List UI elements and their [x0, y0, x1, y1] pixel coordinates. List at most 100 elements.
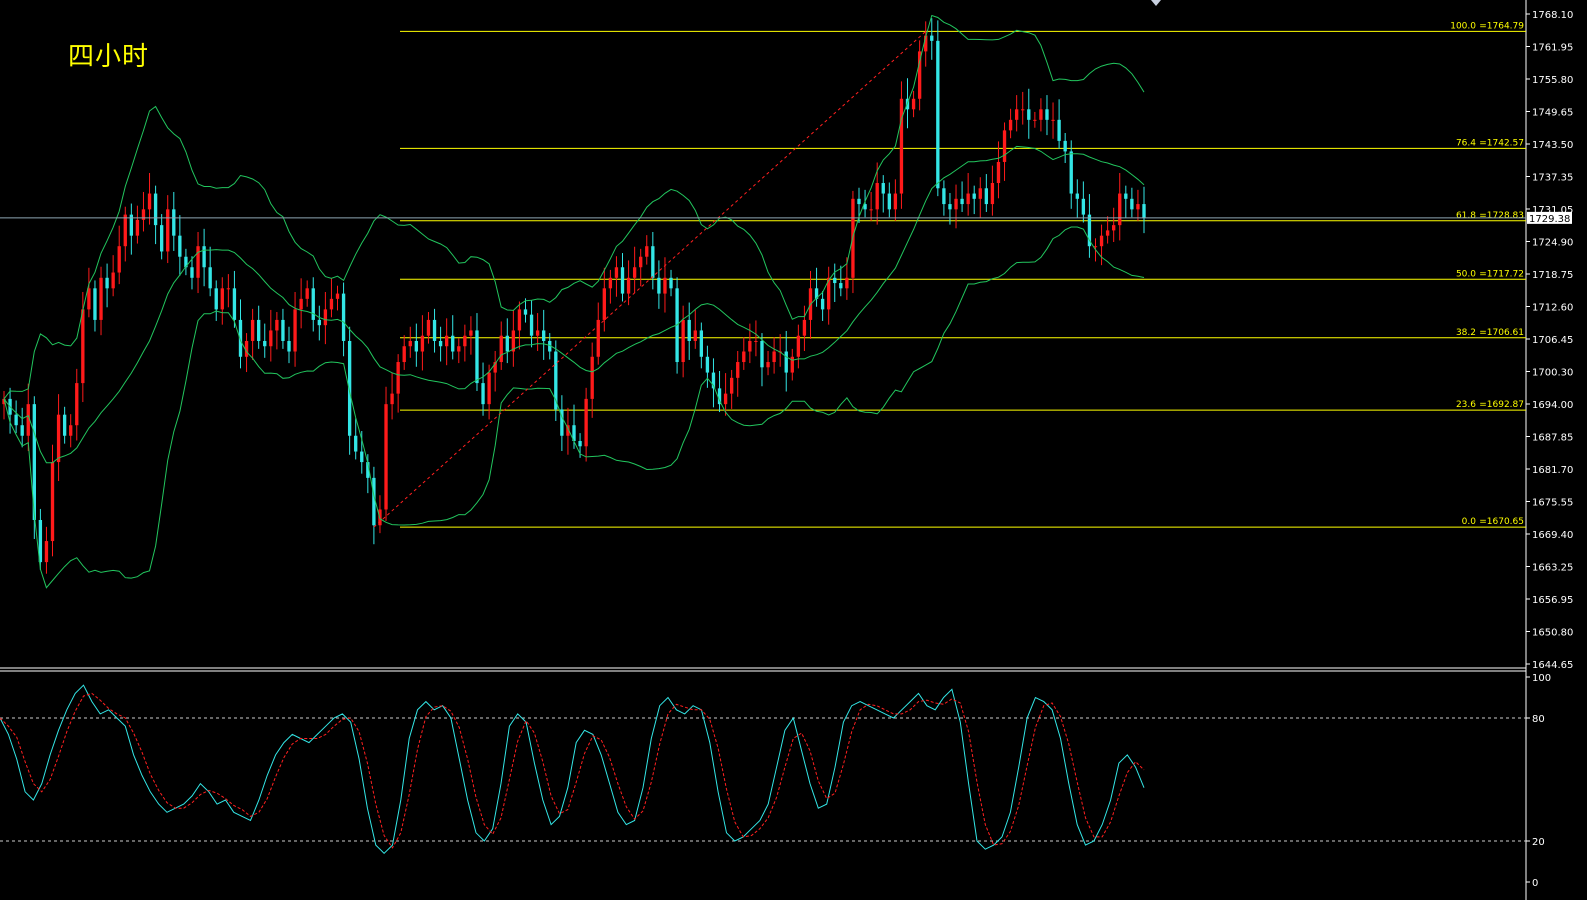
- candle-body: [172, 209, 176, 236]
- candle-body: [1142, 204, 1146, 218]
- candle-body: [275, 319, 279, 331]
- candle-body: [602, 288, 606, 320]
- fib-level-value: =1717.72: [1479, 269, 1524, 279]
- candle-body: [457, 346, 461, 352]
- candle-body: [681, 319, 685, 363]
- candle-body: [129, 214, 134, 236]
- candle-body: [159, 225, 164, 252]
- y-tick-label: 1644.65: [1532, 660, 1573, 671]
- fib-level-label: 50.0: [1456, 269, 1476, 279]
- candle-body: [1069, 151, 1073, 194]
- candle-body: [827, 277, 831, 310]
- candle-body: [1002, 130, 1007, 162]
- candle-body: [839, 283, 843, 289]
- candle-body: [384, 404, 388, 510]
- y-tick-label: 1718.75: [1532, 270, 1573, 281]
- candle-body: [93, 288, 97, 320]
- candle-body: [1008, 119, 1013, 131]
- candle-body: [26, 404, 30, 436]
- fib-level-label: 0.0: [1462, 517, 1477, 527]
- fib-level-label: 76.4: [1456, 138, 1476, 148]
- candle-body: [548, 340, 552, 352]
- candle-body: [2, 398, 6, 405]
- candle-body: [626, 277, 631, 294]
- candle-body: [56, 414, 61, 463]
- bollinger-upper: [3, 14, 1145, 400]
- candle-body: [1075, 193, 1079, 199]
- y-tick-label: 1761.95: [1532, 43, 1573, 54]
- candle-body: [881, 183, 885, 194]
- candle-body: [499, 335, 503, 363]
- candle-body: [420, 335, 425, 352]
- fib-level-value: =1706.61: [1479, 328, 1524, 338]
- stoch-tick-label: 20: [1532, 837, 1545, 848]
- y-tick-label: 1663.25: [1532, 563, 1573, 574]
- candle-body: [293, 309, 297, 352]
- candle-body: [232, 288, 237, 320]
- candle-body: [960, 198, 964, 205]
- y-tick-label: 1755.80: [1532, 75, 1573, 86]
- candle-body: [166, 209, 170, 252]
- candle-body: [1033, 119, 1037, 121]
- candle-body: [396, 362, 400, 394]
- candle-body: [335, 293, 340, 299]
- stoch-main-line: [0, 684, 1145, 855]
- candle-body: [966, 193, 970, 205]
- y-tick-label: 1675.55: [1532, 498, 1573, 509]
- candle-body: [390, 393, 394, 405]
- fib-level-value: =1670.65: [1479, 517, 1524, 527]
- candle-body: [178, 235, 182, 257]
- candle-body: [20, 425, 24, 436]
- candle-body: [1105, 230, 1110, 236]
- candle-body: [645, 246, 649, 257]
- candle-body: [117, 246, 121, 273]
- candle-body: [917, 51, 922, 99]
- candle-body: [711, 372, 716, 389]
- candle-body: [1112, 225, 1116, 231]
- candle-body: [875, 183, 879, 210]
- candle-body: [111, 272, 115, 289]
- candle-body: [596, 319, 600, 357]
- stoch-signal-line: [0, 692, 1145, 849]
- candle-body: [1021, 109, 1025, 111]
- candle-body: [299, 298, 303, 310]
- candle-body: [887, 193, 891, 210]
- candle-body: [354, 435, 358, 452]
- candle-body: [426, 319, 431, 336]
- candle-body: [1045, 109, 1049, 120]
- candle-body: [651, 246, 655, 278]
- scroll-marker-icon[interactable]: [1151, 0, 1161, 6]
- candle-body: [69, 425, 73, 436]
- candle-body: [135, 219, 140, 236]
- candle-body: [147, 193, 152, 210]
- candle-body: [893, 193, 898, 210]
- candle-body: [772, 351, 776, 363]
- candle-body: [444, 335, 449, 347]
- candle-body: [572, 425, 576, 442]
- y-tick-label: 1731.05: [1532, 205, 1573, 216]
- candle-body: [505, 335, 509, 352]
- candle-body: [578, 441, 582, 447]
- candle-body: [87, 288, 91, 310]
- candle-body: [766, 362, 770, 368]
- candle-body: [487, 372, 491, 405]
- candle-body: [869, 209, 873, 211]
- y-tick-label: 1681.70: [1532, 465, 1573, 476]
- stoch-tick-label: 100: [1532, 673, 1551, 684]
- candle-body: [190, 267, 194, 278]
- candle-body: [717, 388, 722, 405]
- candle-body: [814, 288, 819, 299]
- candle-body: [305, 288, 309, 299]
- candle-body: [226, 288, 231, 290]
- candle-body: [845, 277, 849, 289]
- candle-body: [311, 288, 315, 320]
- candle-body: [372, 477, 376, 526]
- candle-body: [208, 267, 212, 289]
- candle-body: [196, 246, 200, 278]
- candle-body: [263, 340, 267, 347]
- candle-body: [620, 267, 625, 294]
- candle-body: [1027, 109, 1031, 120]
- y-tick-label: 1687.85: [1532, 433, 1573, 444]
- candle-body: [153, 193, 158, 226]
